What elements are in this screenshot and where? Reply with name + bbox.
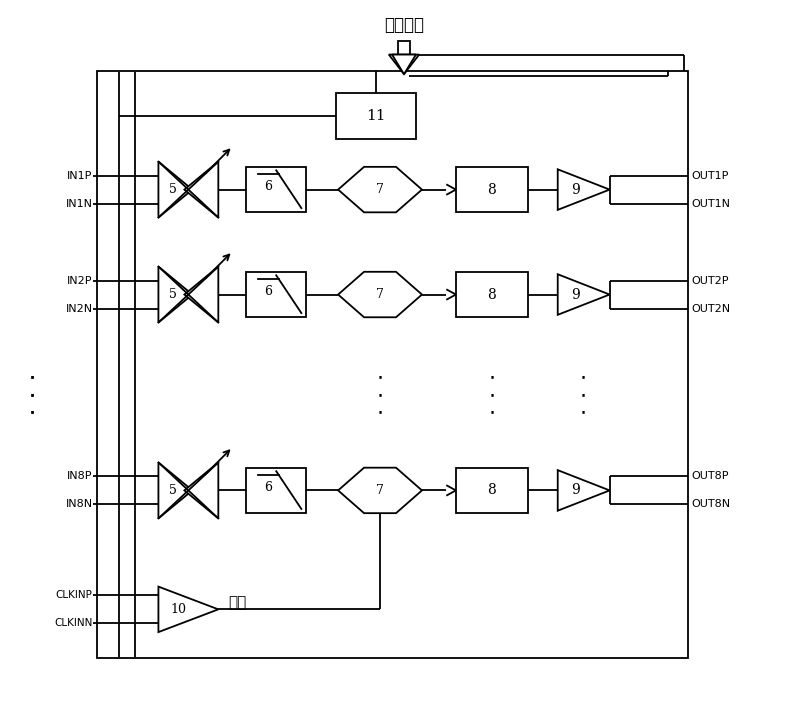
Text: IN8N: IN8N [66, 499, 93, 510]
Text: OUT2P: OUT2P [691, 275, 729, 285]
Bar [400, 55, 408, 67]
Bar [246, 468, 306, 513]
Text: ⋅: ⋅ [580, 386, 587, 406]
Text: 8: 8 [487, 287, 496, 301]
Text: ⋅: ⋅ [29, 369, 36, 388]
Bar [456, 468, 528, 513]
Bar [336, 93, 416, 139]
Polygon shape [158, 463, 192, 519]
Text: IN1P: IN1P [67, 170, 93, 181]
Text: 6: 6 [264, 285, 272, 298]
Text: ⋅: ⋅ [488, 404, 495, 423]
Text: 7: 7 [376, 288, 384, 301]
Text: ⋅: ⋅ [377, 404, 383, 423]
Text: 5: 5 [170, 183, 178, 196]
Text: 9: 9 [570, 287, 579, 301]
Text: OUT1P: OUT1P [691, 170, 729, 181]
Text: OUT1N: OUT1N [691, 198, 730, 209]
Polygon shape [392, 55, 416, 74]
Polygon shape [158, 162, 192, 217]
Text: 9: 9 [570, 484, 579, 498]
Text: IN1N: IN1N [66, 198, 93, 209]
Text: 控制总线: 控制总线 [384, 16, 424, 34]
Bar [246, 167, 306, 212]
Text: 9: 9 [570, 182, 579, 196]
Text: OUT8N: OUT8N [691, 499, 730, 510]
Polygon shape [184, 162, 218, 217]
Text: 7: 7 [376, 484, 384, 497]
Text: 6: 6 [264, 481, 272, 494]
Polygon shape [158, 266, 192, 322]
Text: CLKINP: CLKINP [56, 590, 93, 600]
Text: ⋅: ⋅ [29, 369, 36, 388]
Text: IN8P: IN8P [67, 472, 93, 482]
Polygon shape [158, 587, 218, 632]
Text: ⋅: ⋅ [29, 404, 36, 423]
Text: ⋅: ⋅ [29, 386, 36, 406]
Text: OUT8P: OUT8P [691, 472, 729, 482]
Text: IN2P: IN2P [67, 275, 93, 285]
Text: ⋅: ⋅ [488, 369, 495, 388]
Text: 11: 11 [366, 109, 386, 123]
Bar [398, 41, 410, 55]
Text: CLKINN: CLKINN [54, 618, 93, 628]
Bar [456, 272, 528, 318]
Polygon shape [338, 468, 422, 513]
Text: 10: 10 [170, 603, 186, 616]
Text: ⋅: ⋅ [580, 369, 587, 388]
Text: ⋅: ⋅ [580, 404, 587, 423]
Text: 6: 6 [264, 180, 272, 193]
Text: 5: 5 [170, 484, 178, 497]
Polygon shape [389, 55, 419, 74]
Bar [456, 167, 528, 212]
Text: 5: 5 [170, 288, 178, 301]
Text: IN2N: IN2N [66, 304, 93, 313]
Polygon shape [184, 266, 218, 322]
Polygon shape [558, 170, 610, 210]
Polygon shape [184, 463, 218, 519]
Polygon shape [558, 274, 610, 315]
Bar [246, 272, 306, 318]
Bar [97, 71, 687, 658]
Polygon shape [338, 272, 422, 318]
Text: OUT2N: OUT2N [691, 304, 730, 313]
Text: 8: 8 [487, 182, 496, 196]
Text: ⋅: ⋅ [29, 404, 36, 423]
Text: ⋅: ⋅ [377, 386, 383, 406]
Text: ⋅: ⋅ [29, 386, 36, 406]
Text: 8: 8 [487, 484, 496, 498]
Polygon shape [558, 470, 610, 511]
Text: ⋅: ⋅ [377, 369, 383, 388]
Text: ⋅: ⋅ [488, 386, 495, 406]
Text: 7: 7 [376, 183, 384, 196]
Text: 时钟: 时钟 [228, 595, 246, 610]
Polygon shape [338, 167, 422, 212]
